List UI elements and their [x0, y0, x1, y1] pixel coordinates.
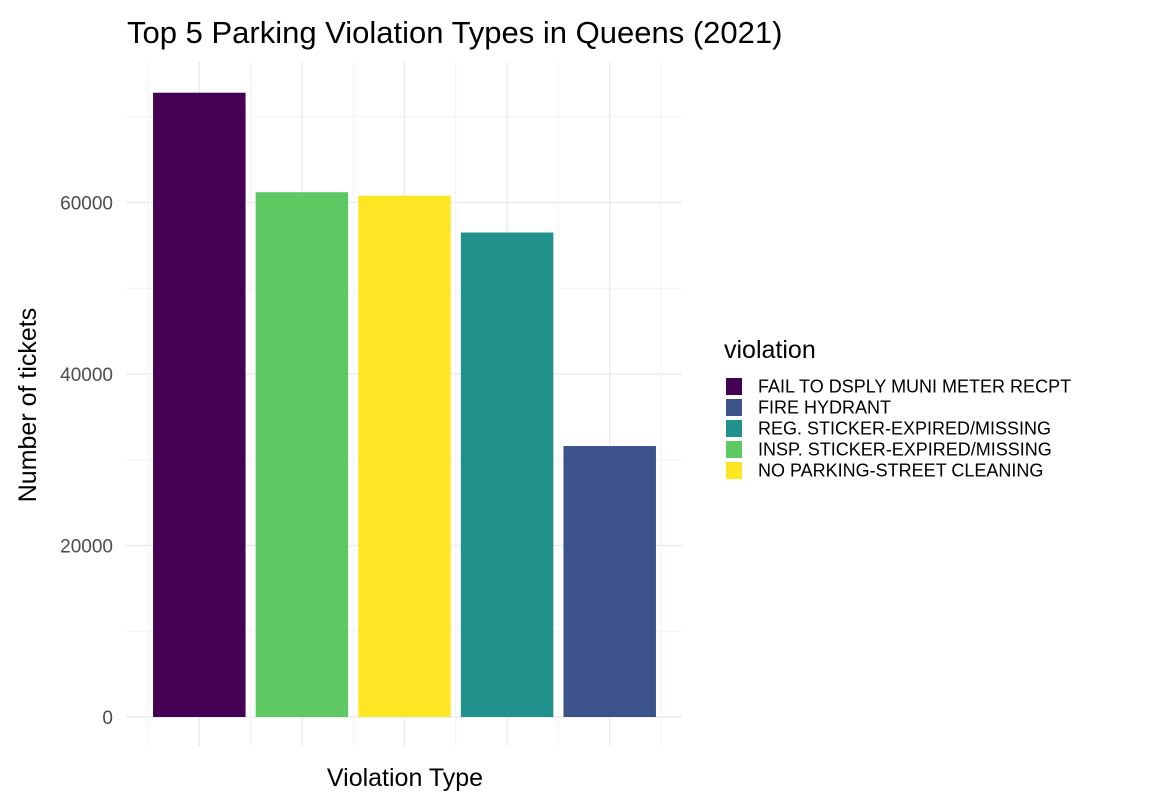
chart-title: Top 5 Parking Violation Types in Queens … — [127, 15, 782, 50]
y-axis-title: Number of tickets — [14, 308, 42, 503]
y-axis-ticks: 0 20000 40000 60000 — [60, 194, 113, 730]
legend-label: FAIL TO DSPLY MUNI METER RECPT — [758, 377, 1071, 397]
bar-4 — [460, 232, 554, 717]
y-tick-label: 20000 — [60, 537, 113, 558]
bars — [153, 92, 656, 718]
legend-label: REG. STICKER-EXPIRED/MISSING — [758, 419, 1051, 439]
x-axis-title: Violation Type — [327, 764, 483, 792]
legend-label: INSP. STICKER-EXPIRED/MISSING — [758, 440, 1052, 460]
y-tick-label: 60000 — [60, 194, 113, 215]
legend-key — [726, 462, 742, 479]
legend-label: FIRE HYDRANT — [758, 398, 891, 418]
legend-key — [726, 378, 742, 395]
y-tick-label: 0 — [102, 708, 113, 729]
y-tick-label: 40000 — [60, 365, 113, 386]
legend-label: NO PARKING-STREET CLEANING — [758, 461, 1043, 481]
bar-5 — [563, 446, 656, 717]
legend: violation FAIL TO DSPLY MUNI METER RECPT… — [724, 336, 1071, 481]
bar-3 — [358, 195, 451, 717]
legend-key — [726, 441, 742, 458]
legend-key — [726, 420, 742, 437]
legend-key — [726, 399, 742, 416]
legend-title: violation — [724, 336, 816, 364]
bar-2 — [255, 192, 349, 717]
bar-1 — [153, 92, 246, 718]
